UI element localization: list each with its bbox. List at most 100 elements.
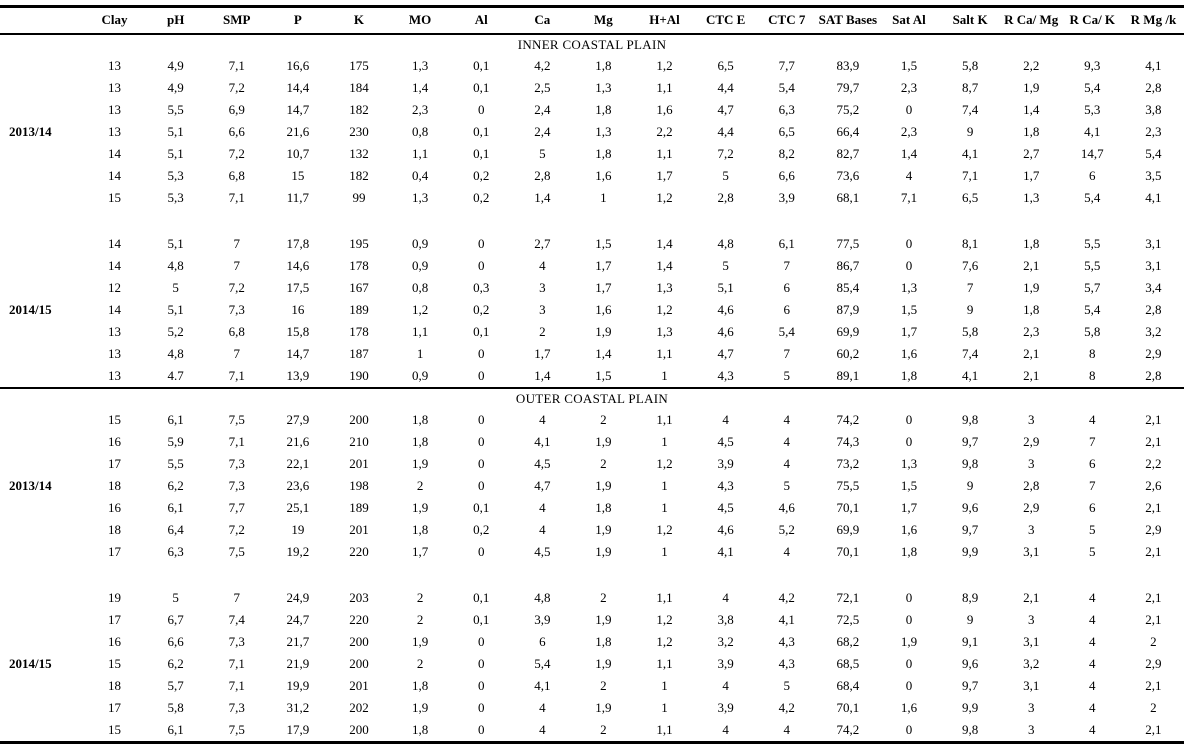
column-header-p: P [293, 12, 302, 27]
table-cell: 17,8 [286, 236, 310, 252]
table-cell: 27,9 [286, 412, 310, 428]
table-row: 15 6,1 7,5 27,9 200 1,8 0 4 2 1,1 4 4 74,2 0 9,8 3 4 2,1 [0, 409, 1184, 431]
year-label: 2014/15 [9, 656, 52, 672]
year-label [0, 609, 84, 631]
table-cell: 7,3 [228, 634, 245, 650]
table-cell: 66,4 [836, 124, 860, 140]
table-cell: 6,6 [778, 168, 795, 184]
table-cell: 1,9 [1023, 280, 1040, 296]
table-cell: 5,4 [1084, 302, 1101, 318]
table-cell: 1,3 [411, 58, 429, 74]
table-cell: 5,3 [167, 168, 184, 184]
table-cell: 6 [539, 634, 546, 650]
table-cell: 18 [108, 522, 122, 538]
table-row: 13 5,5 6,9 14,7 182 2,3 0 2,4 1,8 1,6 4,7 6,3 75,2 0 7… [0, 99, 1184, 121]
table-cell: 200 [349, 722, 369, 738]
table-cell: 4,1 [534, 678, 551, 694]
table-cell: 0,2 [473, 168, 490, 184]
table-cell: 195 [349, 236, 369, 252]
table-cell: 8,9 [961, 590, 979, 606]
table-cell: 9 [966, 478, 974, 494]
group-spacer-cell [0, 209, 1184, 233]
table-cell: 1,4 [1023, 102, 1040, 118]
table-cell: 7,5 [228, 412, 245, 428]
table-cell: 2,3 [411, 102, 429, 118]
column-header-sat-al: Sat Al [892, 12, 926, 27]
table-cell: 17 [108, 700, 122, 716]
table-cell: 0,3 [473, 280, 490, 296]
table-cell: 3,9 [534, 612, 551, 628]
table-cell: 14 [108, 302, 122, 318]
table-cell: 72,5 [836, 612, 860, 628]
table-cell: 0,1 [473, 500, 490, 516]
table-cell: 190 [349, 368, 369, 384]
table-cell: 4,5 [717, 500, 734, 516]
table-cell: 69,9 [836, 324, 860, 340]
table-cell: 0 [477, 478, 485, 494]
table-cell: 5,3 [167, 190, 184, 206]
table-cell: 7 [783, 346, 791, 362]
table-cell: 13,9 [286, 368, 310, 384]
table-cell: 0,2 [473, 190, 490, 206]
table-cell: 74,2 [836, 412, 860, 428]
year-label [0, 697, 84, 719]
table-cell: 75,2 [836, 102, 860, 118]
table-cell: 7,2 [228, 146, 245, 162]
table-cell: 1,1 [656, 412, 673, 428]
table-cell: 200 [349, 634, 369, 650]
table-cell: 6,6 [167, 634, 184, 650]
table-cell: 5,5 [1084, 258, 1101, 274]
table-cell: 4,1 [1145, 58, 1162, 74]
table-cell: 1,5 [900, 302, 918, 318]
table-cell: 22,1 [286, 456, 310, 472]
table-cell: 200 [349, 656, 369, 672]
table-cell: 70,1 [836, 544, 860, 560]
table-cell: 9,8 [961, 412, 979, 428]
group-spacer-row [0, 563, 1184, 587]
table-cell: 16 [291, 302, 305, 318]
table-cell: 2,3 [900, 80, 918, 96]
table-cell: 75,5 [836, 478, 860, 494]
table-cell: 7,2 [228, 80, 245, 96]
table-cell: 4 [1089, 634, 1096, 650]
table-cell: 1,7 [411, 544, 429, 560]
table-cell: 2,8 [1145, 302, 1162, 318]
table-cell: 4,4 [717, 80, 734, 96]
table-cell: 4 [1089, 612, 1096, 628]
table-cell: 1,3 [1023, 190, 1040, 206]
table-cell: 3 [1027, 612, 1035, 628]
table-cell: 2,2 [1145, 456, 1162, 472]
table-cell: 13 [108, 346, 122, 362]
table-cell: 4 [1089, 590, 1096, 606]
table-cell: 5,5 [167, 456, 184, 472]
table-row: 18 5,7 7,1 19,9 201 1,8 0 4,1 2 1 4 5 68,4 0 9,7 3,1 4 2,… [0, 675, 1184, 697]
table-cell: 1 [661, 700, 668, 716]
table-cell: 1,9 [595, 522, 612, 538]
table-row: 12 5 7,2 17,5 167 0,8 0,3 3 1,7 1,3 5,1 6 85,4 1,3 7 1,… [0, 277, 1184, 299]
table-cell: 4,8 [167, 346, 184, 362]
table-cell: 220 [349, 612, 369, 628]
table-cell: 3 [539, 302, 546, 318]
table-cell: 5,8 [167, 700, 184, 716]
table-cell: 73,6 [836, 168, 860, 184]
table-cell: 3,9 [717, 656, 734, 672]
table-cell: 0,4 [411, 168, 429, 184]
table-cell: 10,7 [286, 146, 310, 162]
table-cell: 198 [349, 478, 369, 494]
table-cell: 4,9 [167, 80, 184, 96]
table-cell: 1 [600, 190, 607, 206]
table-cell: 13 [108, 80, 122, 96]
table-cell: 6,8 [228, 324, 245, 340]
table-cell: 4 [783, 544, 791, 560]
table-cell: 4,5 [717, 434, 734, 450]
table-cell: 14 [108, 236, 122, 252]
table-cell: 19,9 [286, 678, 310, 694]
table-cell: 6,3 [778, 102, 795, 118]
year-label [0, 675, 84, 697]
table-cell: 3 [1027, 722, 1035, 738]
table-cell: 2,8 [534, 168, 551, 184]
table-cell: 2 [1150, 634, 1157, 650]
table-cell: 5,4 [1084, 190, 1101, 206]
table-cell: 9,3 [1084, 58, 1101, 74]
table-cell: 2 [600, 412, 607, 428]
